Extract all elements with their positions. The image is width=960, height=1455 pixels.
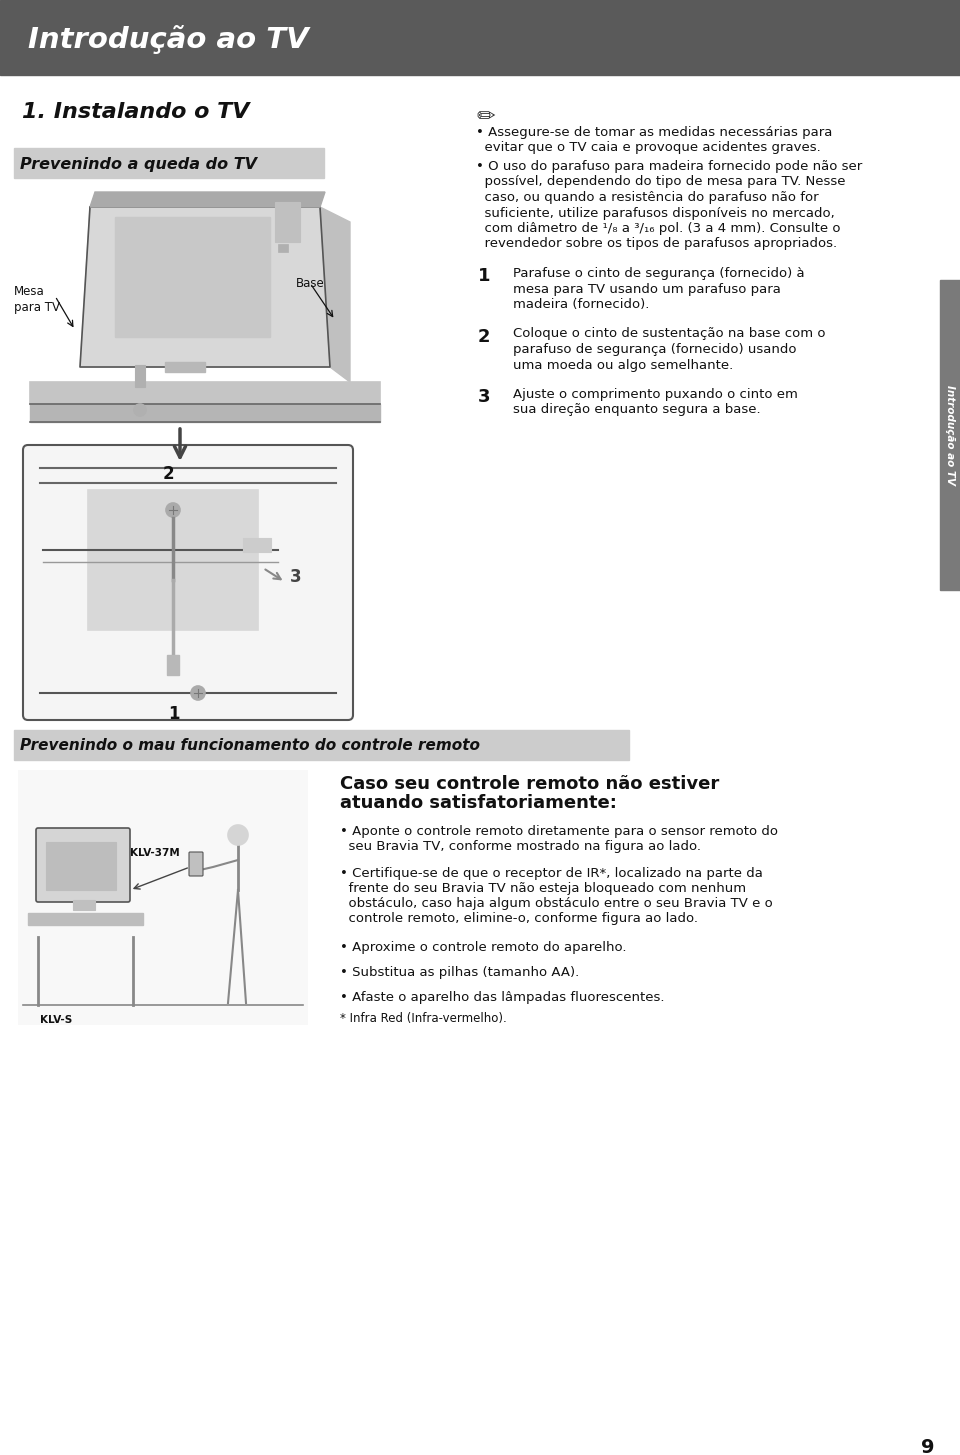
Text: possível, dependendo do tipo de mesa para TV. Nesse: possível, dependendo do tipo de mesa par… [476,176,846,189]
FancyBboxPatch shape [36,828,130,902]
Circle shape [134,404,146,416]
Text: caso, ou quando a resistência do parafuso não for: caso, ou quando a resistência do parafus… [476,191,819,204]
Text: • Assegure-se de tomar as medidas necessárias para: • Assegure-se de tomar as medidas necess… [476,127,832,140]
Circle shape [191,685,205,700]
Bar [73,901,95,909]
Bar [135,365,145,387]
Text: obstáculo, caso haja algum obstáculo entre o seu Bravia TV e o: obstáculo, caso haja algum obstáculo ent… [340,896,773,909]
Polygon shape [30,404,380,422]
Bar [18,770,308,1024]
Text: Coloque o cinto de sustentação na base com o: Coloque o cinto de sustentação na base c… [496,327,826,340]
Bar [940,279,960,589]
Polygon shape [90,192,325,207]
Text: Prevenindo a queda do TV: Prevenindo a queda do TV [20,157,257,172]
Text: Introdução ao TV: Introdução ao TV [28,25,308,54]
Text: revendedor sobre os tipos de parafusos apropriados.: revendedor sobre os tipos de parafusos a… [476,237,837,250]
Bar [278,244,288,252]
Text: Ajuste o comprimento puxando o cinto em: Ajuste o comprimento puxando o cinto em [496,388,798,402]
Polygon shape [320,207,350,383]
Bar [14,730,629,760]
Text: controle remoto, elimine-o, conforme figura ao lado.: controle remoto, elimine-o, conforme fig… [340,912,698,925]
Text: • Aponte o controle remoto diretamente para o sensor remoto do: • Aponte o controle remoto diretamente p… [340,825,778,838]
Text: 2: 2 [163,466,175,483]
Bar [167,655,179,675]
Text: Base: Base [296,276,324,290]
Bar [275,202,300,242]
Text: madeira (fornecido).: madeira (fornecido). [496,298,649,311]
Text: 1: 1 [478,268,491,285]
Text: Mesa
para TV: Mesa para TV [14,285,60,314]
Text: 9: 9 [922,1438,935,1455]
Bar [46,842,116,890]
Text: mesa para TV usando um parafuso para: mesa para TV usando um parafuso para [496,282,780,295]
Bar [243,538,271,551]
Text: Caso seu controle remoto não estiver: Caso seu controle remoto não estiver [340,776,719,793]
Text: suficiente, utilize parafusos disponíveis no mercado,: suficiente, utilize parafusos disponívei… [476,207,835,220]
Bar [115,217,270,338]
Bar [165,362,205,372]
Text: evitar que o TV caia e provoque acidentes graves.: evitar que o TV caia e provoque acidente… [476,141,821,154]
Bar [0,0,960,76]
Text: 1: 1 [168,706,180,723]
Text: Parafuse o cinto de segurança (fornecido) à: Parafuse o cinto de segurança (fornecido… [496,268,804,279]
Circle shape [166,503,180,517]
Text: Introdução ao TV: Introdução ao TV [945,386,955,485]
Text: seu Bravia TV, conforme mostrado na figura ao lado.: seu Bravia TV, conforme mostrado na figu… [340,840,701,853]
Text: frente do seu Bravia TV não esteja bloqueado com nenhum: frente do seu Bravia TV não esteja bloqu… [340,882,746,895]
Text: sua direção enquanto segura a base.: sua direção enquanto segura a base. [496,403,760,416]
Text: KLV-S: KLV-S [40,1016,72,1024]
Text: Prevenindo o mau funcionamento do controle remoto: Prevenindo o mau funcionamento do contro… [20,739,480,754]
Text: • Certifique-se de que o receptor de IR*, localizado na parte da: • Certifique-se de que o receptor de IR*… [340,867,763,880]
Bar [14,148,324,178]
Text: 1. Instalando o TV: 1. Instalando o TV [22,102,250,122]
Bar [88,490,258,630]
Text: KLV-37M: KLV-37M [130,848,180,858]
Bar [28,912,143,925]
Text: ✏: ✏ [476,108,494,127]
Text: • Aproxime o controle remoto do aparelho.: • Aproxime o controle remoto do aparelho… [340,941,627,954]
Text: • O uso do parafuso para madeira fornecido pode não ser: • O uso do parafuso para madeira forneci… [476,160,862,173]
Text: 2: 2 [478,327,491,345]
Text: uma moeda ou algo semelhante.: uma moeda ou algo semelhante. [496,358,733,371]
Text: • Afaste o aparelho das lâmpadas fluorescentes.: • Afaste o aparelho das lâmpadas fluores… [340,991,664,1004]
Text: parafuso de segurança (fornecido) usando: parafuso de segurança (fornecido) usando [496,343,797,356]
Text: 3: 3 [478,388,491,406]
FancyBboxPatch shape [23,445,353,720]
Text: • Substitua as pilhas (tamanho AA).: • Substitua as pilhas (tamanho AA). [340,966,579,979]
Polygon shape [80,207,330,367]
Text: atuando satisfatoriamente:: atuando satisfatoriamente: [340,794,617,812]
Text: * Infra Red (Infra-vermelho).: * Infra Red (Infra-vermelho). [340,1013,507,1024]
FancyBboxPatch shape [189,853,203,876]
Circle shape [228,825,248,845]
Text: com diâmetro de ¹/₈ a ³/₁₆ pol. (3 a 4 mm). Consulte o: com diâmetro de ¹/₈ a ³/₁₆ pol. (3 a 4 m… [476,223,841,236]
Text: 3: 3 [290,567,301,586]
Bar [30,383,380,404]
